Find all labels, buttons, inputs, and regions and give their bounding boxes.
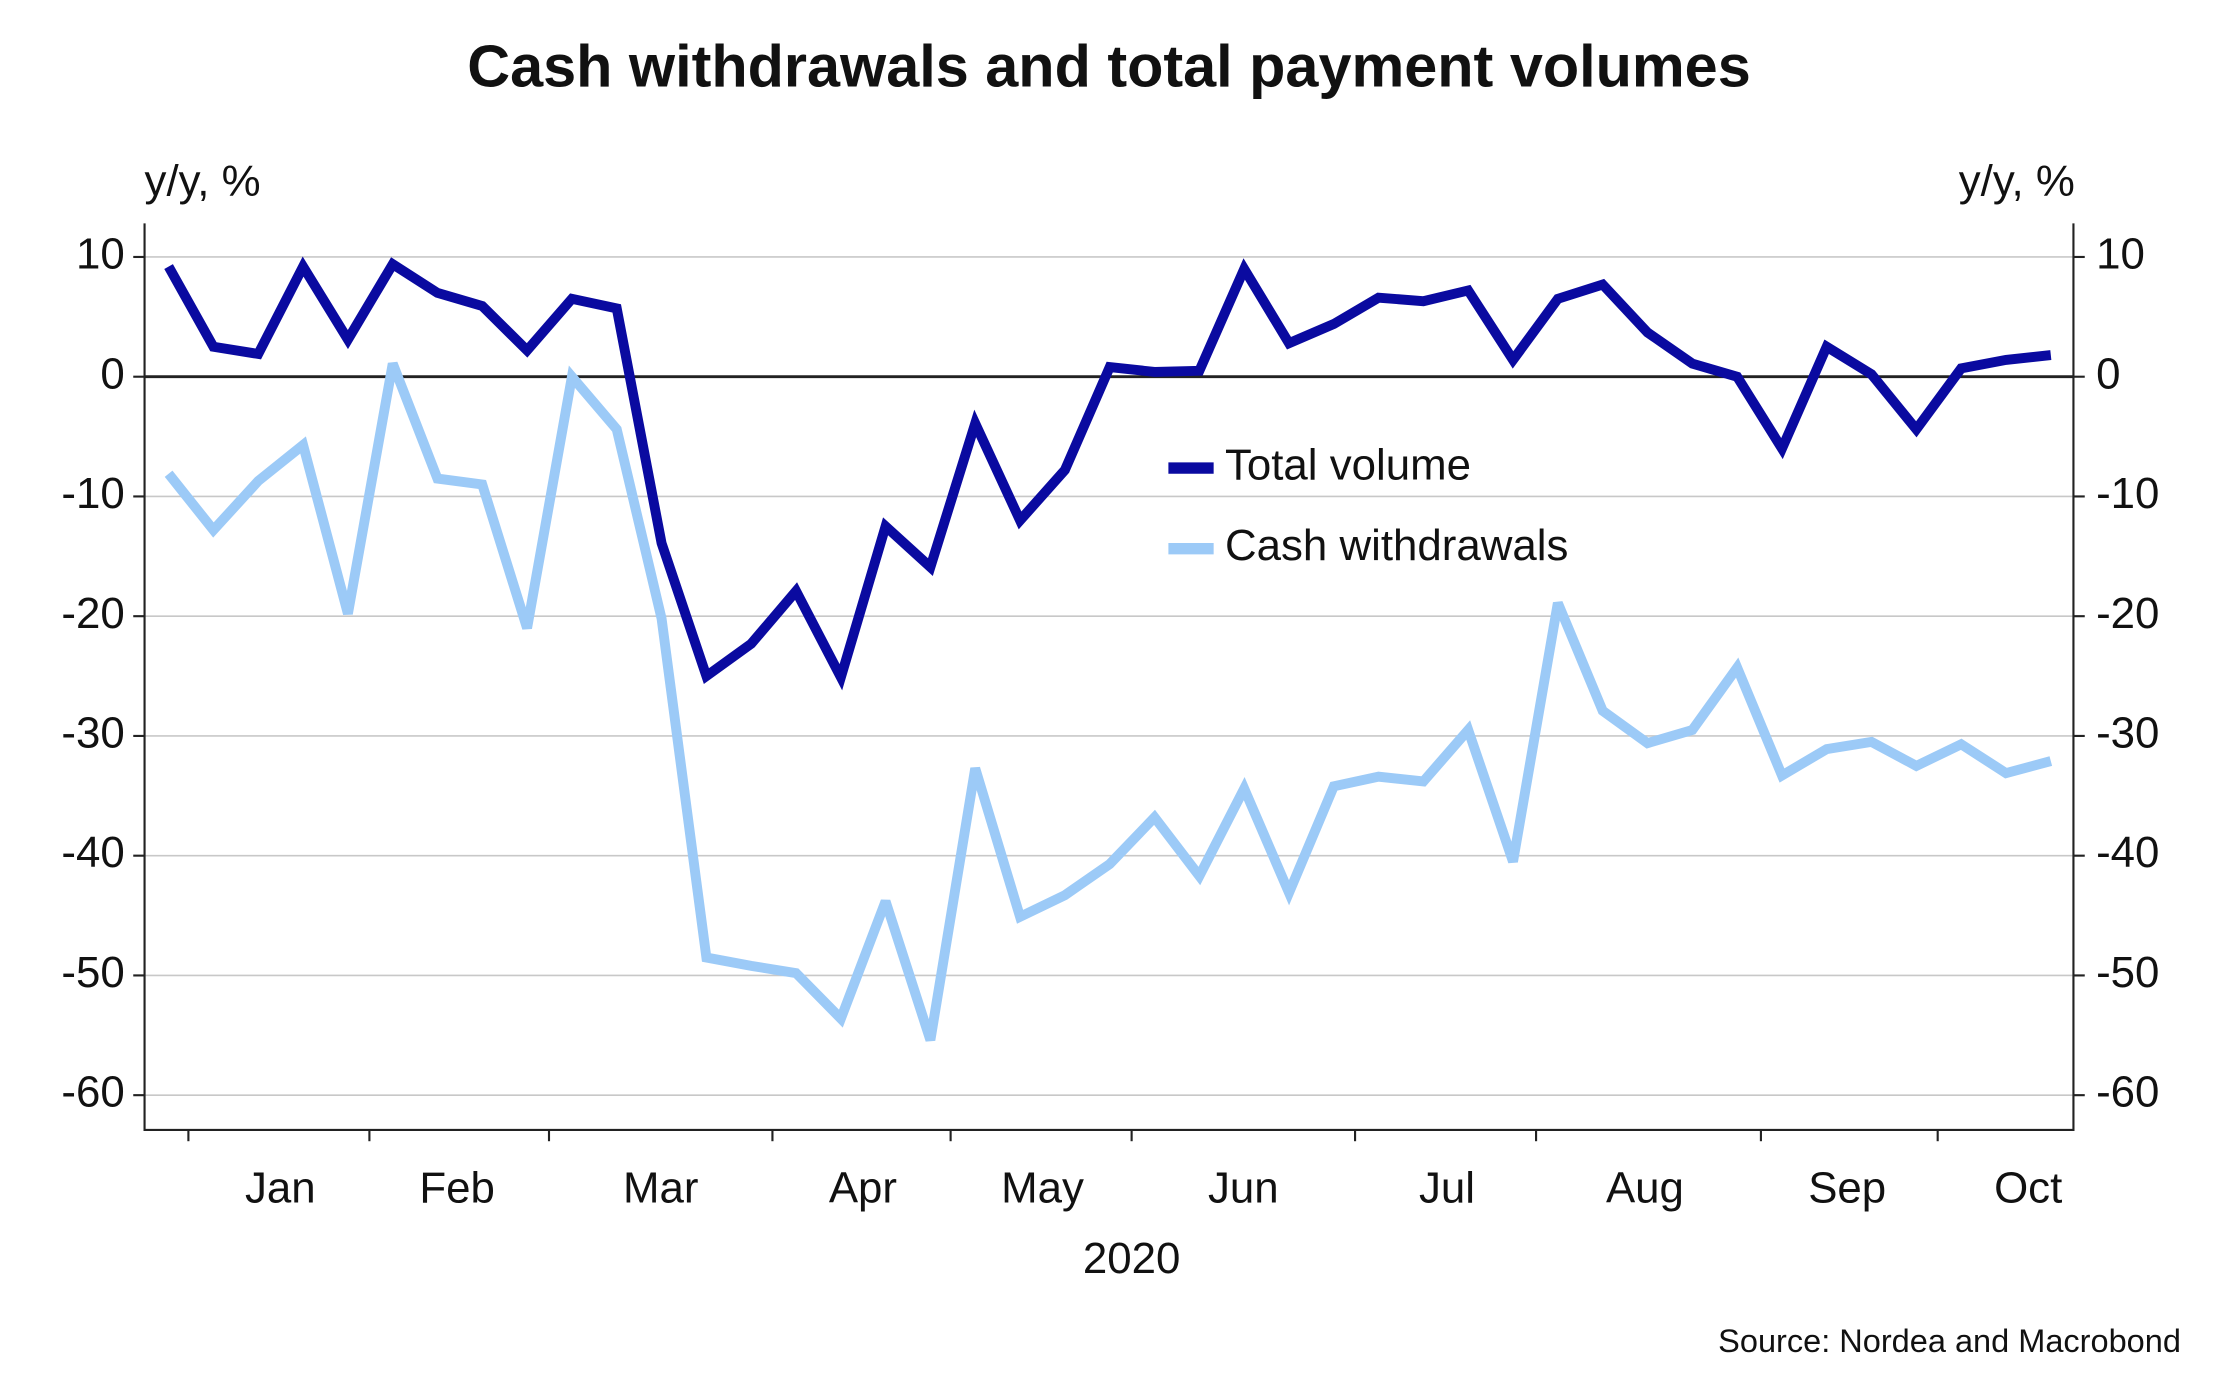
y2-tick-label: -40 [2096, 828, 2159, 877]
x-tick-label: May [1001, 1163, 1084, 1212]
y2-tick-label: 10 [2096, 230, 2145, 279]
x-tick-label: Feb [419, 1163, 495, 1212]
y2-tick-label: -30 [2096, 709, 2159, 758]
x-tick-label: Jun [1208, 1163, 1279, 1212]
y-axis-label: y/y, % [145, 156, 261, 205]
x-tick-label: Jan [245, 1163, 316, 1212]
x-axis-label: 2020 [1083, 1234, 1181, 1283]
axes-frame [143, 223, 2075, 1131]
y2-tick-label: -50 [2096, 948, 2159, 997]
chart-title: Cash withdrawals and total payment volum… [467, 32, 1750, 99]
y2-tick-label: 0 [2096, 349, 2120, 398]
legend-label: Total volume [1225, 441, 1471, 490]
series-line [164, 256, 2052, 691]
x-tick-label: Sep [1808, 1163, 1886, 1212]
y-tick-label: -50 [61, 948, 124, 997]
series-line [164, 361, 2053, 1042]
y2-axis-label: y/y, % [1959, 156, 2075, 205]
y-tick-label: 0 [100, 349, 124, 398]
y-tick-label: -10 [61, 469, 124, 518]
legend-label: Cash withdrawals [1225, 521, 1568, 570]
y2-tick-label: -20 [2096, 589, 2159, 638]
x-tick-label: Jul [1419, 1163, 1475, 1212]
y-tick-label: 10 [76, 230, 125, 279]
x-tick-label: Apr [829, 1163, 897, 1212]
y-tick-label: -60 [61, 1068, 124, 1117]
x-tick-label: Aug [1606, 1163, 1684, 1212]
x-tick-label: Mar [623, 1163, 698, 1212]
y-tick-label: -20 [61, 589, 124, 638]
source: Source: Nordea and Macrobond [1718, 1323, 2181, 1359]
y2-tick-label: -10 [2096, 469, 2159, 518]
y-tick-label: -30 [61, 709, 124, 758]
y-tick-label: -40 [61, 828, 124, 877]
y2-tick-label: -60 [2096, 1068, 2159, 1117]
x-tick-label: Oct [1994, 1163, 2062, 1212]
